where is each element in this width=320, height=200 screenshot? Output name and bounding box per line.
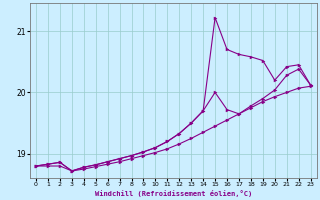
X-axis label: Windchill (Refroidissement éolien,°C): Windchill (Refroidissement éolien,°C) [95, 190, 252, 197]
